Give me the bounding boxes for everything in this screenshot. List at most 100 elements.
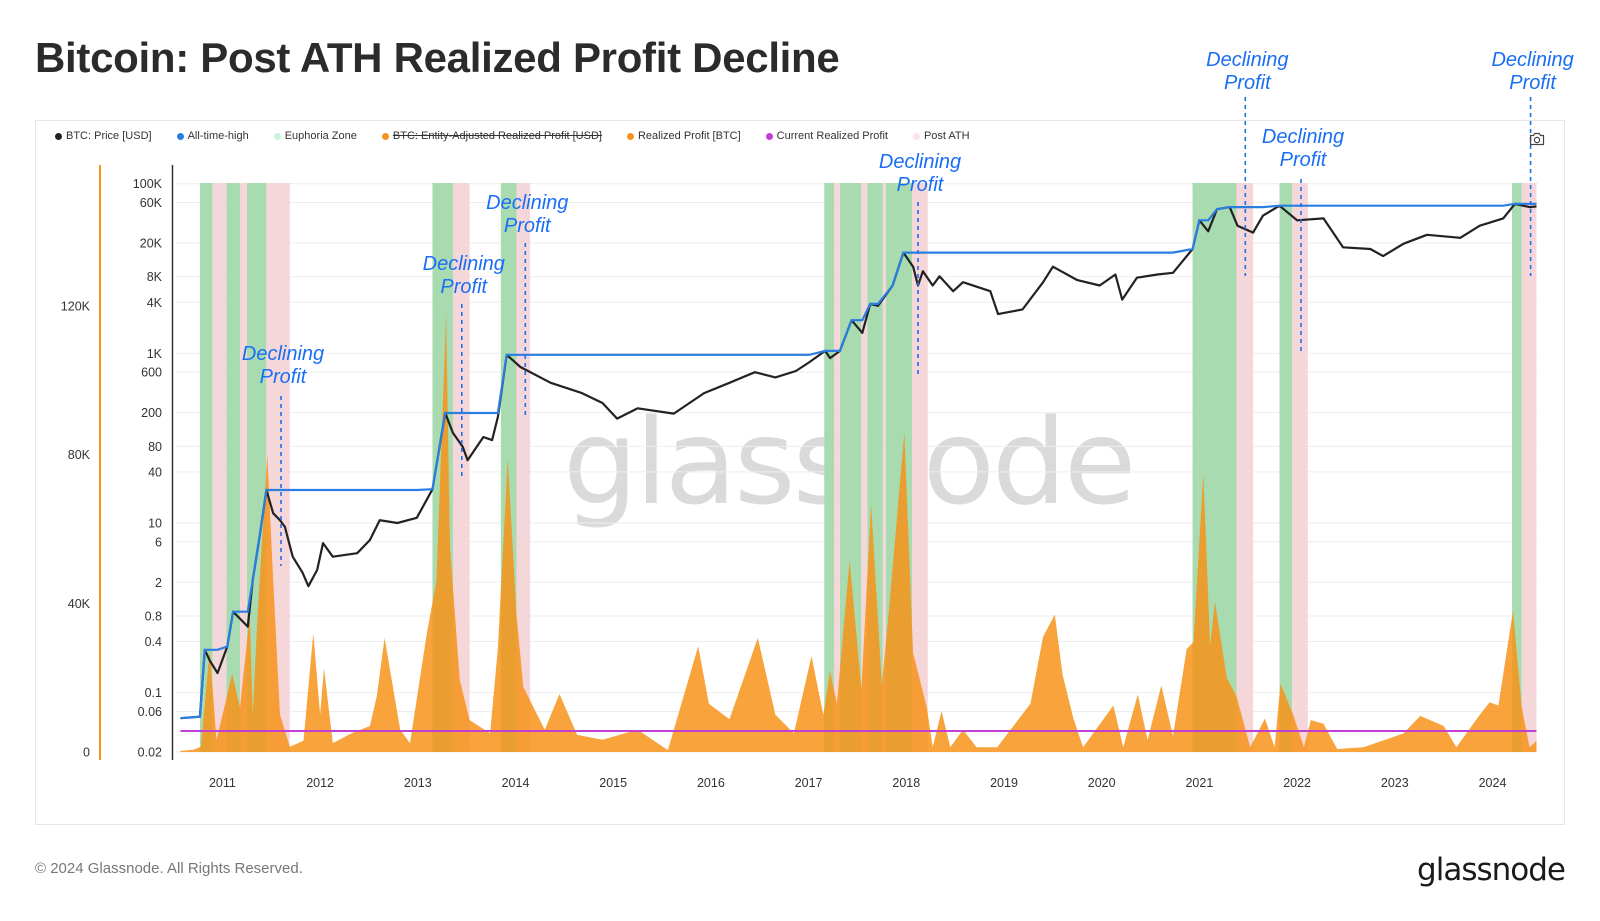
post-ath-zone — [239, 183, 247, 752]
legend-item-realized-profit-btc[interactable]: Realized Profit [BTC] — [626, 130, 741, 142]
x-tick-label: 2022 — [1283, 776, 1311, 790]
copyright: © 2024 Glassnode. All Rights Reserved. — [35, 860, 303, 877]
legend-dot-icon — [273, 132, 281, 140]
legend-label: BTC: Price [USD] — [66, 130, 152, 142]
post-ath-zone — [834, 183, 840, 752]
profit-tick-label: 0 — [83, 746, 90, 760]
post-ath-zone — [912, 183, 928, 752]
annotation-label: Profit — [1280, 149, 1328, 171]
annotation-label: Declining — [486, 192, 568, 214]
legend-item-ath[interactable]: All-time-high — [176, 130, 249, 142]
price-series — [180, 202, 1537, 732]
annotation-label: Declining — [1491, 49, 1573, 71]
x-tick-label: 2019 — [990, 776, 1018, 790]
annotation-label: Profit — [1509, 72, 1557, 94]
annotation-label: Profit — [440, 276, 488, 298]
realized-profit-area — [180, 313, 1537, 752]
x-tick-label: 2015 — [599, 776, 627, 790]
legend-item-euphoria[interactable]: Euphoria Zone — [273, 130, 357, 142]
x-tick-label: 2011 — [209, 776, 236, 790]
legend-label: Post ATH — [923, 130, 970, 142]
legend-item-current-profit[interactable]: Current Realized Profit — [765, 130, 888, 142]
legend-dot-icon — [176, 132, 184, 140]
realized-profit-series — [180, 313, 1537, 752]
euphoria-zone — [226, 183, 240, 752]
price-tick-label: 8K — [147, 270, 163, 284]
legend-dot-icon — [912, 132, 920, 140]
glassnode-logo: glassnode — [1417, 852, 1566, 888]
euphoria-zone — [824, 183, 835, 752]
x-tick-label: 2023 — [1381, 776, 1409, 790]
legend-dot-icon — [55, 132, 62, 140]
price-tick-label: 6 — [155, 535, 162, 549]
post-ath-zone — [861, 183, 868, 752]
annotation-label: Declining — [242, 343, 324, 365]
price-tick-label: 1K — [147, 347, 163, 361]
legend-item-price[interactable]: BTC: Price [USD] — [55, 130, 152, 142]
legend-dot-icon — [381, 132, 389, 140]
legend-label: BTC: Entity-Adjusted Realized Profit [US… — [392, 130, 602, 142]
post-ath-zone — [882, 183, 886, 752]
x-tick-label: 2014 — [502, 776, 530, 790]
legend-label: All-time-high — [187, 130, 249, 142]
price-tick-label: 200 — [141, 406, 162, 420]
profit-tick-label: 80K — [68, 448, 91, 462]
post-ath-zone — [516, 183, 531, 752]
post-ath-zone — [212, 183, 227, 752]
post-ath-zone — [1521, 183, 1537, 752]
legend-dot-icon — [626, 132, 634, 140]
price-tick-label: 600 — [141, 366, 162, 380]
price-tick-label: 0.06 — [138, 705, 162, 719]
x-tick-label: 2020 — [1088, 776, 1116, 790]
legend-label: Euphoria Zone — [284, 130, 357, 142]
x-tick-label: 2013 — [404, 776, 432, 790]
price-tick-label: 80 — [148, 440, 162, 454]
x-tick-label: 2024 — [1479, 776, 1507, 790]
legend-item-post-ath[interactable]: Post ATH — [912, 130, 970, 142]
axes: 100K 60K 20K 8K 4K 1K 600 200 80 40 10 6 2 0.8 0.4 0.1 0… — [61, 165, 1507, 790]
annotation-label: Declining — [1262, 126, 1344, 148]
price-tick-label: 0.1 — [145, 686, 162, 700]
price-tick-label: 0.8 — [145, 610, 162, 624]
profit-tick-label: 40K — [68, 597, 91, 611]
annotations: DecliningProfitDecliningProfitDecliningP… — [242, 49, 1574, 566]
x-tick-label: 2021 — [1185, 776, 1213, 790]
price-tick-label: 60K — [140, 196, 163, 210]
euphoria-zone — [1512, 183, 1522, 752]
annotation-label: Declining — [879, 151, 961, 173]
legend-item-realized-profit-usd[interactable]: BTC: Entity-Adjusted Realized Profit [US… — [381, 130, 602, 142]
price-line — [180, 202, 1537, 720]
annotation-label: Profit — [260, 366, 308, 388]
price-tick-label: 0.02 — [138, 745, 162, 759]
euphoria-zone — [199, 183, 213, 752]
legend-dot-icon — [765, 132, 773, 140]
profit-tick-label: 120K — [61, 299, 91, 313]
annotation-label: Profit — [504, 215, 552, 237]
x-tick-label: 2018 — [892, 776, 920, 790]
euphoria-zone — [1279, 183, 1293, 752]
annotation-label: Declining — [1206, 49, 1288, 71]
legend-label: Current Realized Profit — [776, 130, 888, 142]
price-tick-label: 40 — [148, 465, 162, 479]
annotation-label: Profit — [897, 174, 945, 196]
x-tick-label: 2016 — [697, 776, 725, 790]
price-tick-label: 10 — [148, 516, 162, 530]
camera-icon[interactable] — [1529, 132, 1545, 146]
price-tick-label: 20K — [140, 236, 163, 250]
x-tick-label: 2017 — [795, 776, 823, 790]
price-tick-label: 2 — [155, 576, 162, 590]
x-tick-label: 2012 — [306, 776, 334, 790]
annotation-label: Declining — [423, 253, 505, 275]
legend-label: Realized Profit [BTC] — [637, 130, 741, 142]
price-tick-label: 4K — [147, 296, 163, 310]
chart-card — [35, 120, 1565, 825]
annotation-label: Profit — [1224, 72, 1272, 94]
all-time-high-line — [180, 202, 1537, 720]
price-tick-label: 100K — [133, 177, 163, 191]
price-tick-label: 0.4 — [145, 635, 162, 649]
post-ath-zone — [1236, 183, 1254, 752]
legend: BTC: Price [USD] All-time-high Euphoria … — [55, 130, 970, 142]
page-title: Bitcoin: Post ATH Realized Profit Declin… — [35, 34, 840, 81]
post-ath-zone — [1292, 183, 1308, 752]
